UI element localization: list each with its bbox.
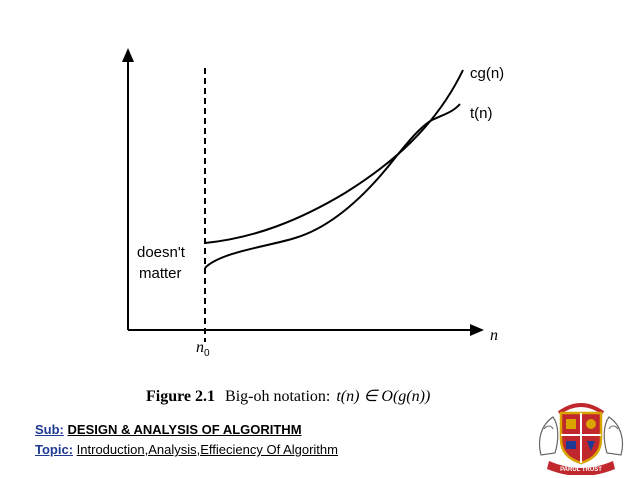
t-n-curve: [204, 103, 461, 269]
logo-banner-text: PARUL TRUST: [560, 467, 602, 473]
topic-key: Topic:: [35, 442, 74, 457]
t-n-label: t(n): [470, 105, 493, 122]
figure-number: Figure 2.1: [146, 388, 216, 405]
y-axis-arrow: [122, 48, 134, 62]
cg-n-curve: [204, 69, 464, 244]
subject-value: DESIGN & ANALYSIS OF ALGORITHM: [67, 422, 302, 437]
parul-university-crest-icon: PARUL TRUST: [538, 403, 624, 475]
n0-label-base: n: [196, 339, 204, 356]
n0-label: n0: [196, 339, 210, 359]
x-axis-label: n: [490, 327, 498, 344]
region-label-line2: matter: [139, 265, 182, 282]
region-label-line1: doesn't: [137, 244, 186, 261]
x-axis-arrow: [470, 324, 484, 336]
figure-caption: Figure 2.1 Big-oh notation: t(n) ∈ O(g(n)): [146, 386, 430, 406]
subject-line: Sub: DESIGN & ANALYSIS OF ALGORITHM: [35, 422, 302, 437]
big-oh-diagram: cg(n) t(n) doesn't matter n n0: [122, 48, 504, 359]
topic-line: Topic: Introduction,Analysis,Effieciency…: [35, 442, 338, 457]
subject-key: Sub:: [35, 422, 64, 437]
cg-n-label: cg(n): [470, 65, 504, 82]
n0-label-sub: 0: [204, 348, 210, 359]
topic-value: Introduction,Analysis,Effieciency Of Alg…: [76, 442, 338, 457]
caption-math: t(n) ∈ O(g(n)): [336, 388, 431, 405]
caption-text: Big-oh notation:: [225, 388, 331, 405]
